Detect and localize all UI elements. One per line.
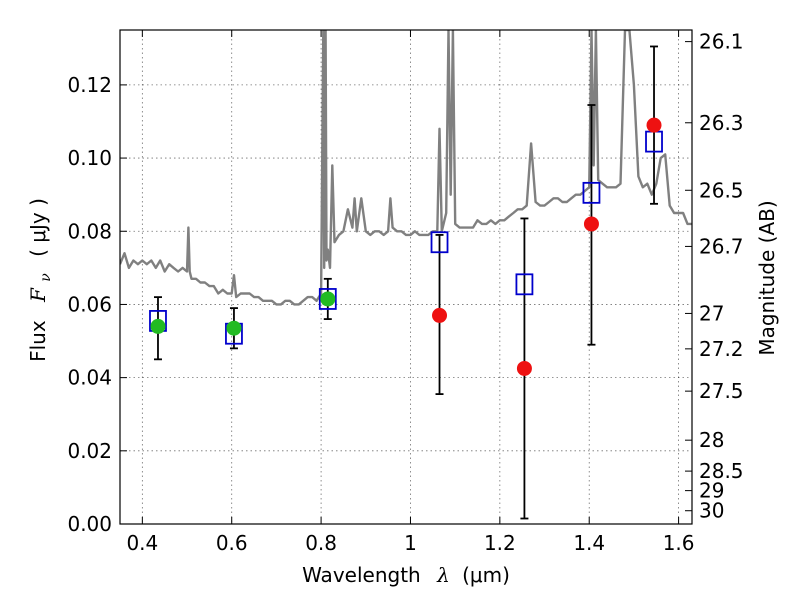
magnitude-tick-label: 27 [699, 301, 724, 325]
model-photometry-square [515, 273, 534, 296]
x-axis-label-unit: (μm) [462, 563, 510, 587]
magnitude-tick-label: 27.2 [699, 337, 744, 361]
observed-photometry-point [150, 318, 166, 334]
y-tick-label: 0.12 [67, 73, 112, 97]
y-tick-label: 0.04 [67, 366, 112, 390]
magnitude-tick-label: 26.3 [699, 111, 744, 135]
marker-layer [149, 117, 663, 376]
observed-photometry-point [320, 291, 336, 307]
x-tick-label: 1.4 [573, 531, 605, 555]
y-tick-label: 0.00 [67, 512, 112, 536]
grid [120, 30, 692, 525]
x-axis-label: Wavelength λ (μm) [302, 563, 510, 587]
observed-photometry-point [646, 117, 662, 133]
x-tick-label: 0.8 [305, 531, 337, 555]
plot-frame [119, 29, 693, 525]
model-photometry-square [318, 288, 337, 310]
magnitude-tick-label: 29 [699, 479, 724, 503]
x-tick-label: 1 [404, 531, 417, 555]
magnitude-tick-label: 26.5 [699, 178, 744, 202]
model-photometry-square [430, 231, 449, 254]
errorbar-layer [153, 45, 659, 520]
y-axis-label-unit: ( μJy ) [26, 198, 50, 257]
y-axis-label-symbol: F [26, 287, 50, 303]
observed-photometry-point [583, 216, 599, 232]
magnitude-tick-label: 30 [699, 499, 724, 523]
x-tick-label: 1.2 [484, 531, 516, 555]
y-axis-label-subscript: ν [38, 273, 54, 282]
y-tick-label: 0.06 [67, 292, 112, 316]
spectrum-layer [120, 30, 692, 306]
magnitude-axis-label: Magnitude (AB) [755, 200, 779, 355]
observed-photometry-point [432, 307, 448, 323]
observed-photometry-point [516, 360, 532, 376]
x-tick-label: 1.6 [663, 531, 695, 555]
y-tick-label: 0.10 [67, 146, 112, 170]
y-tick-label: 0.08 [67, 219, 112, 243]
model-spectrum-line [120, 30, 692, 306]
magnitude-tick-label: 27.5 [699, 379, 744, 403]
observed-photometry-point [226, 320, 242, 336]
x-tick-label: 0.4 [126, 531, 158, 555]
model-photometry-square [582, 181, 601, 204]
axes: 0.4 0.6 0.8 1 1.2 1.4 1.6 0.00 0.02 0.04 0.06 0.08 0… [67, 29, 744, 555]
y-tick-label: 0.02 [67, 439, 112, 463]
magnitude-tick-label: 26.7 [699, 234, 744, 258]
y-axis-label: Flux F ν ( μJy ) [26, 198, 55, 362]
y-axis-label-word: Flux [26, 320, 50, 362]
magnitude-tick-label: 28.5 [699, 459, 744, 483]
magnitude-tick-label: 26.1 [699, 30, 744, 54]
x-axis-label-word: Wavelength [302, 563, 421, 587]
x-axis-label-symbol: λ [436, 563, 450, 587]
magnitude-tick-label: 28 [699, 428, 724, 452]
x-tick-label: 0.6 [216, 531, 248, 555]
